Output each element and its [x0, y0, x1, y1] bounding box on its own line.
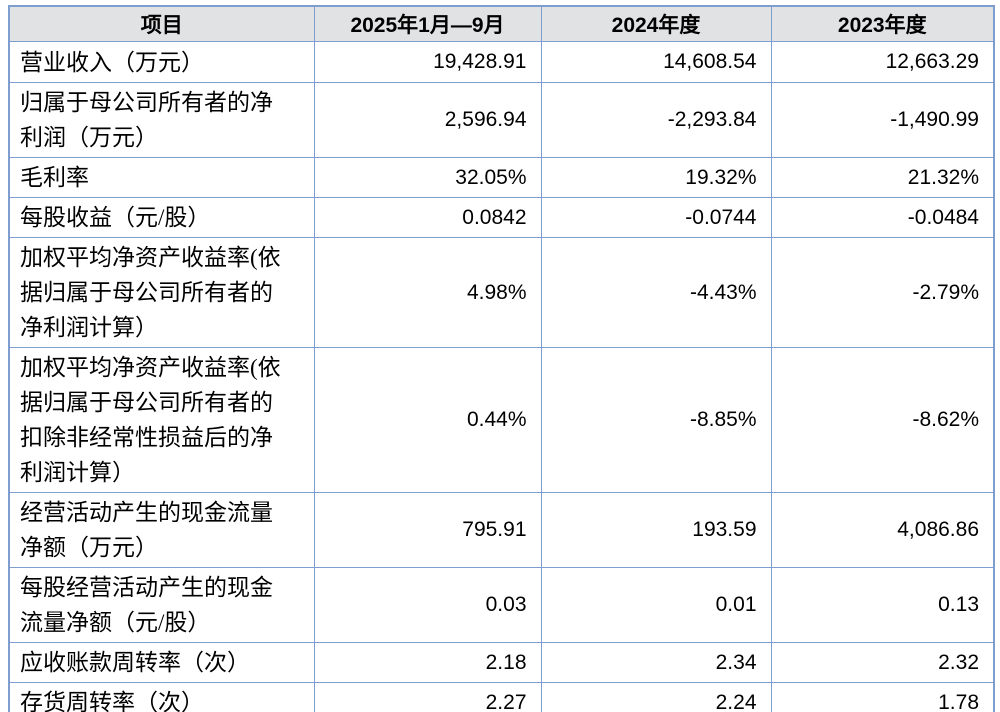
cell-value: 21.32% [770, 157, 995, 198]
cell-value: -2.79% [770, 237, 995, 348]
cell-value: 2.34 [540, 642, 772, 683]
cell-value: -4.43% [540, 237, 772, 348]
header-period-2025: 2025年1月—9月 [313, 5, 542, 42]
cell-value: 0.01 [540, 567, 772, 643]
cell-value: 2.27 [313, 682, 542, 712]
cell-value: -8.62% [770, 347, 995, 493]
cell-value: -0.0744 [540, 197, 772, 238]
header-year-2023: 2023年度 [770, 5, 995, 42]
cell-value: -8.85% [540, 347, 772, 493]
table-row: 营业收入（万元） 19,428.91 14,608.54 12,663.29 [8, 41, 995, 83]
row-label: 应收账款周转率（次） [8, 642, 315, 683]
cell-value: 2.24 [540, 682, 772, 712]
cell-value: 2,596.94 [313, 82, 542, 158]
table-row: 每股经营活动产生的现金 流量净额（元/股） 0.03 0.01 0.13 [8, 567, 995, 643]
table-header-row: 项目 2025年1月—9月 2024年度 2023年度 [8, 5, 995, 42]
financial-indicators-table: 项目 2025年1月—9月 2024年度 2023年度 营业收入（万元） 19,… [8, 5, 995, 712]
cell-value: 1.78 [770, 682, 995, 712]
table-row: 每股收益（元/股） 0.0842 -0.0744 -0.0484 [8, 197, 995, 238]
table-row: 加权平均净资产收益率(依 据归属于母公司所有者的 净利润计算） 4.98% -4… [8, 237, 995, 348]
cell-value: 0.0842 [313, 197, 542, 238]
table-row: 应收账款周转率（次） 2.18 2.34 2.32 [8, 642, 995, 683]
row-label: 每股收益（元/股） [8, 197, 315, 238]
cell-value: -2,293.84 [540, 82, 772, 158]
cell-value: 32.05% [313, 157, 542, 198]
row-label: 每股经营活动产生的现金 流量净额（元/股） [8, 567, 315, 643]
table-row: 存货周转率（次） 2.27 2.24 1.78 [8, 682, 995, 712]
row-label: 经营活动产生的现金流量 净额（万元） [8, 492, 315, 568]
row-label: 毛利率 [8, 157, 315, 198]
cell-value: 4,086.86 [770, 492, 995, 568]
cell-value: 0.03 [313, 567, 542, 643]
cell-value: 19,428.91 [313, 41, 542, 83]
cell-value: 19.32% [540, 157, 772, 198]
cell-value: 14,608.54 [540, 41, 772, 83]
table-row: 经营活动产生的现金流量 净额（万元） 795.91 193.59 4,086.8… [8, 492, 995, 568]
row-label: 加权平均净资产收益率(依 据归属于母公司所有者的 扣除非经常性损益后的净 利润计… [8, 347, 315, 493]
cell-value: 0.13 [770, 567, 995, 643]
cell-value: 2.32 [770, 642, 995, 683]
row-label: 加权平均净资产收益率(依 据归属于母公司所有者的 净利润计算） [8, 237, 315, 348]
table-row: 归属于母公司所有者的净 利润（万元） 2,596.94 -2,293.84 -1… [8, 82, 995, 158]
header-year-2024: 2024年度 [540, 5, 772, 42]
cell-value: 4.98% [313, 237, 542, 348]
cell-value: 12,663.29 [770, 41, 995, 83]
cell-value: -1,490.99 [770, 82, 995, 158]
table-row: 毛利率 32.05% 19.32% 21.32% [8, 157, 995, 198]
cell-value: 2.18 [313, 642, 542, 683]
cell-value: 0.44% [313, 347, 542, 493]
cell-value: 193.59 [540, 492, 772, 568]
cell-value: -0.0484 [770, 197, 995, 238]
row-label: 营业收入（万元） [8, 41, 315, 83]
cell-value: 795.91 [313, 492, 542, 568]
header-item: 项目 [8, 5, 315, 42]
row-label: 归属于母公司所有者的净 利润（万元） [8, 82, 315, 158]
table-row: 加权平均净资产收益率(依 据归属于母公司所有者的 扣除非经常性损益后的净 利润计… [8, 347, 995, 493]
row-label: 存货周转率（次） [8, 682, 315, 712]
